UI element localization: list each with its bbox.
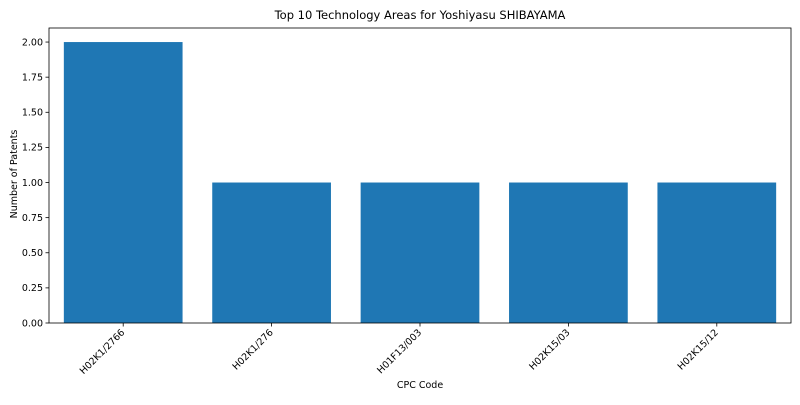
bar-2 [212,183,331,323]
y-tick-label: 0.00 [22,318,43,329]
y-tick-label: 0.25 [22,283,43,294]
y-axis: 0.00 0.25 0.50 0.75 1.00 1.25 1.50 1.75 2.00 [22,37,49,329]
y-tick-label: 2.00 [22,37,43,48]
y-tick-label: 0.75 [22,213,43,224]
y-tick-label: 0.50 [22,248,43,259]
plot-area [49,28,791,323]
x-axis-title: CPC Code [397,380,443,391]
x-tick-label: H02K1/2766 [78,327,127,376]
x-tick-label: H02K15/12 [676,327,721,372]
x-axis: H02K1/2766 H02K1/276 H01F13/003 H02K15/03 H0… [78,323,721,377]
bar-1 [64,42,183,323]
y-tick-label: 1.00 [22,178,43,189]
y-axis-title: Number of Patents [9,130,20,219]
chart-title: Top 10 Technology Areas for Yoshiyasu SH… [274,8,566,22]
bar-4 [509,183,628,323]
y-tick-label: 1.50 [22,108,43,119]
x-tick-label: H02K1/276 [231,327,276,372]
bar-5 [657,183,776,323]
y-tick-label: 1.75 [22,72,43,83]
bar-3 [361,183,480,323]
y-tick-label: 1.25 [22,143,43,154]
x-tick-label: H01F13/003 [375,327,424,376]
x-tick-label: H02K15/03 [527,327,572,372]
